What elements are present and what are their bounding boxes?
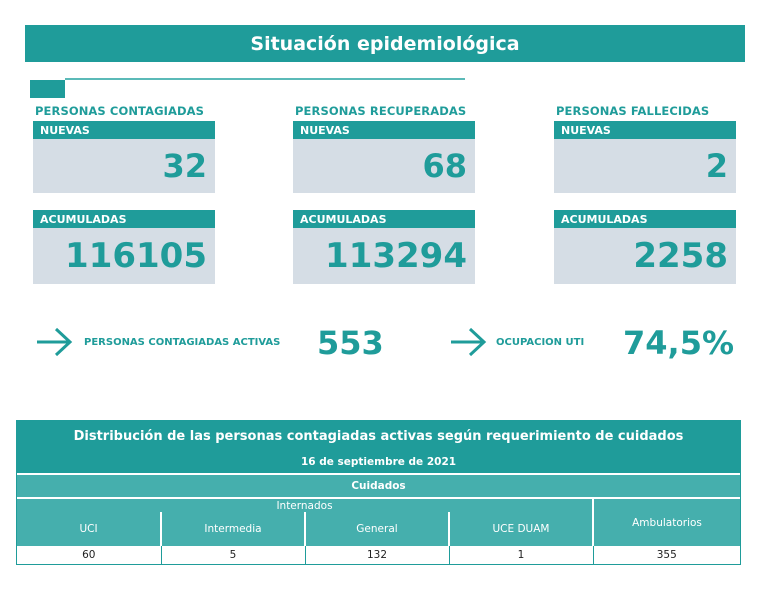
stat-label-uti: OCUPACION UTI (496, 337, 585, 348)
stat-label-activas: PERSONAS CONTAGIADAS ACTIVAS (84, 337, 281, 348)
decorative-square (30, 80, 65, 98)
table-header-general: General (305, 512, 450, 546)
value-new-recuperadas: 68 (293, 139, 475, 193)
card-header-new-contagiadas: NUEVAS (33, 121, 215, 139)
table-cell-ambulatorios: 355 (593, 546, 741, 564)
card-header-new-fallecidas: NUEVAS (554, 121, 736, 139)
table-header-cuidados: Cuidados (17, 474, 741, 499)
decorative-line (65, 78, 465, 80)
value-acc-fallecidas: 2258 (554, 228, 736, 284)
group-label-fallecidas: PERSONAS FALLECIDAS (556, 104, 710, 118)
card-header-acc-contagiadas: ACUMULADAS (33, 210, 215, 228)
table-date: 16 de septiembre de 2021 (17, 451, 741, 475)
card-header-acc-fallecidas: ACUMULADAS (554, 210, 736, 228)
table-cell-general: 132 (305, 546, 450, 564)
value-new-contagiadas: 32 (33, 139, 215, 193)
table-header-ambulatorios: Ambulatorios (591, 498, 741, 546)
table-cell-uci: 60 (17, 546, 162, 564)
card-header-acc-recuperadas: ACUMULADAS (293, 210, 475, 228)
arrow-right-icon (449, 326, 487, 358)
table-row: 60 5 132 1 355 (17, 546, 741, 564)
table-header-uci: UCI (17, 512, 162, 546)
stat-value-uti: 74,5% (623, 324, 735, 362)
page-title: Situación epidemiológica (25, 25, 745, 62)
value-new-fallecidas: 2 (554, 139, 736, 193)
table-cell-intermedia: 5 (161, 546, 306, 564)
stat-value-activas: 553 (317, 324, 384, 362)
page-title-text: Situación epidemiológica (250, 32, 520, 55)
value-acc-contagiadas: 116105 (33, 228, 215, 284)
table-header-intermedia: Intermedia (161, 512, 306, 546)
group-label-recuperadas: PERSONAS RECUPERADAS (295, 104, 467, 118)
table-header-uce-duam: UCE DUAM (449, 512, 594, 546)
card-header-new-recuperadas: NUEVAS (293, 121, 475, 139)
table-cell-uce-duam: 1 (449, 546, 594, 564)
care-distribution-table: Distribución de las personas contagiadas… (16, 420, 741, 565)
group-label-contagiadas: PERSONAS CONTAGIADAS (35, 104, 205, 118)
table-header-internados: Internados (17, 498, 594, 512)
arrow-right-icon (35, 326, 73, 358)
value-acc-recuperadas: 113294 (293, 228, 475, 284)
table-title: Distribución de las personas contagiadas… (17, 421, 741, 451)
